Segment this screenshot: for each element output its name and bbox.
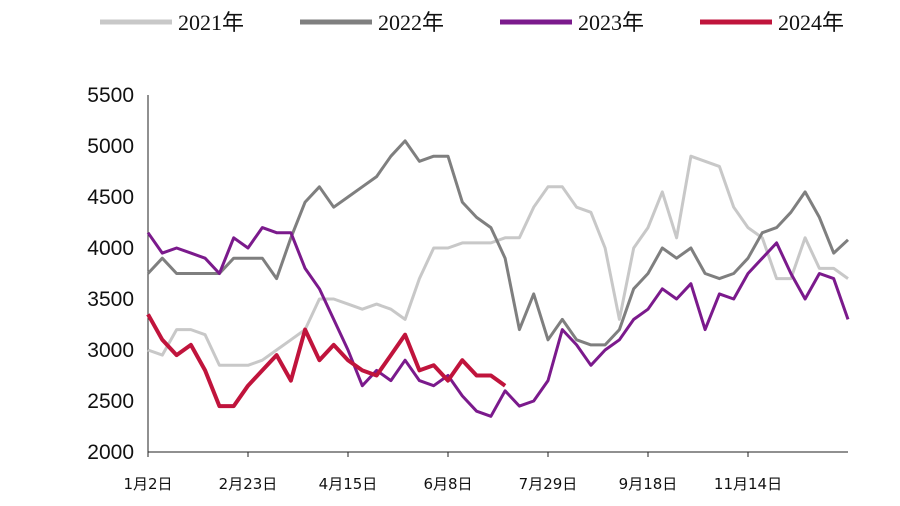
y-tick-label: 4500	[87, 186, 134, 209]
x-tick-label: 2月23日	[219, 475, 278, 493]
x-tick-label: 11月14日	[714, 475, 782, 493]
legend-label: 2021年	[178, 10, 244, 35]
y-tick-label: 2500	[87, 390, 134, 413]
y-tick-label: 5000	[87, 135, 134, 158]
x-tick-label: 4月15日	[319, 475, 378, 493]
legend-label: 2023年	[578, 10, 644, 35]
series-line	[147, 154, 849, 367]
x-tick-label: 9月18日	[619, 475, 678, 493]
y-tick-label: 5500	[87, 84, 134, 107]
legend-label: 2022年	[378, 10, 444, 35]
x-tick-label: 1月2日	[123, 475, 172, 493]
series-line	[146, 313, 507, 409]
y-tick-label: 2000	[87, 441, 134, 464]
series-line	[146, 226, 850, 418]
legend-label: 2024年	[778, 10, 844, 35]
series-line	[146, 139, 850, 347]
y-tick-label: 4000	[87, 237, 134, 260]
x-tick-label: 6月8日	[423, 475, 472, 493]
y-tick-label: 3000	[87, 339, 134, 362]
y-tick-label: 3500	[87, 288, 134, 311]
x-tick-label: 7月29日	[519, 475, 578, 493]
